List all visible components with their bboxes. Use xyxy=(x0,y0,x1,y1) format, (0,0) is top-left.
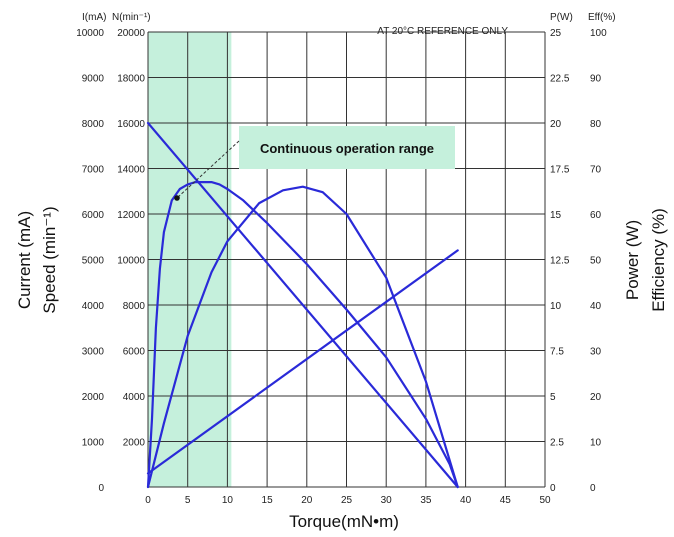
x-tick-label: 45 xyxy=(500,495,512,506)
power-tick-label: 20 xyxy=(550,119,562,130)
x-tick-label: 0 xyxy=(145,495,151,506)
speed-curve xyxy=(146,121,459,489)
speed-tick-label: 16000 xyxy=(117,119,145,130)
left-axis-title-speed: Speed (min⁻¹) xyxy=(40,206,59,313)
right-axis-title-efficiency: Efficiency (%) xyxy=(649,208,668,312)
speed-tick-label: 4000 xyxy=(123,392,146,403)
power-tick-label: 0 xyxy=(550,483,556,494)
efficiency-tick-label: 20 xyxy=(590,392,602,403)
power-tick-label: 5 xyxy=(550,392,556,403)
efficiency-tick-label: 40 xyxy=(590,301,602,312)
current-tick-label: 8000 xyxy=(82,119,105,130)
callout-box xyxy=(239,126,455,169)
callout-dot xyxy=(174,195,180,201)
power-tick-label: 7.5 xyxy=(550,347,564,358)
tick-labels: 0 5 10 15 20 25 30 35 40 45 5001000200030004000500… xyxy=(76,12,615,506)
power-tick-label: 15 xyxy=(550,210,562,221)
right-axis-title-power: Power (W) xyxy=(623,220,642,300)
current-tick-label: 3000 xyxy=(82,347,105,358)
current-tick-label: 5000 xyxy=(82,256,105,267)
current-tick-label: 0 xyxy=(98,483,104,494)
current-tick-label: 6000 xyxy=(82,210,105,221)
efficiency-curve xyxy=(146,181,459,489)
efficiency-tick-label: 50 xyxy=(590,256,602,267)
power-tick-label: 25 xyxy=(550,28,562,39)
power-tick-label: 10 xyxy=(550,301,562,312)
efficiency-tick-label: 30 xyxy=(590,347,602,358)
current-tick-label: 10000 xyxy=(76,28,104,39)
x-tick-label: 50 xyxy=(539,495,551,506)
current-tick-label: 9000 xyxy=(82,74,105,85)
x-tick-label: 35 xyxy=(420,495,432,506)
power-tick-label: 22.5 xyxy=(550,74,570,85)
current-tick-label: 7000 xyxy=(82,165,105,176)
efficiency-tick-label: 90 xyxy=(590,74,602,85)
power-tick-label: 2.5 xyxy=(550,438,564,449)
efficiency-tick-label: 60 xyxy=(590,210,602,221)
efficiency-tick-label: 80 xyxy=(590,119,602,130)
speed-axis-header: N(min⁻¹) xyxy=(112,12,151,23)
speed-tick-label: 10000 xyxy=(117,256,145,267)
speed-tick-label: 18000 xyxy=(117,74,145,85)
x-tick-label: 40 xyxy=(460,495,472,506)
speed-tick-label: 20000 xyxy=(117,28,145,39)
current-tick-label: 1000 xyxy=(82,438,105,449)
x-tick-label: 10 xyxy=(222,495,234,506)
efficiency-tick-label: 70 xyxy=(590,165,602,176)
continuous-range-label: Continuous operation range xyxy=(260,141,434,156)
efficiency-axis-header: Eff(%) xyxy=(588,12,616,23)
efficiency-tick-label: 0 xyxy=(590,483,596,494)
power-curve xyxy=(146,185,459,489)
efficiency-tick-label: 100 xyxy=(590,28,607,39)
speed-tick-label: 12000 xyxy=(117,210,145,221)
series-lines xyxy=(146,121,459,489)
speed-tick-label: 6000 xyxy=(123,347,146,358)
left-axis-title-current: Current (mA) xyxy=(15,211,34,309)
speed-tick-label: 14000 xyxy=(117,165,145,176)
power-axis-header: P(W) xyxy=(550,12,573,23)
current-tick-label: 4000 xyxy=(82,301,105,312)
x-tick-label: 5 xyxy=(185,495,191,506)
x-axis-title: Torque(mN•m) xyxy=(289,512,399,531)
current-tick-label: 2000 xyxy=(82,392,105,403)
speed-tick-label: 2000 xyxy=(123,438,146,449)
current-curve xyxy=(146,249,459,475)
current-axis-header: I(mA) xyxy=(82,12,106,23)
callout-leader xyxy=(176,140,240,199)
x-tick-label: 25 xyxy=(341,495,353,506)
reference-note: AT 20°C REFERENCE ONLY xyxy=(377,26,508,37)
x-tick-label: 15 xyxy=(262,495,274,506)
speed-tick-label: 8000 xyxy=(123,301,146,312)
power-tick-label: 12.5 xyxy=(550,256,570,267)
efficiency-tick-label: 10 xyxy=(590,438,602,449)
x-tick-label: 20 xyxy=(301,495,313,506)
power-tick-label: 17.5 xyxy=(550,165,570,176)
x-tick-label: 30 xyxy=(381,495,393,506)
